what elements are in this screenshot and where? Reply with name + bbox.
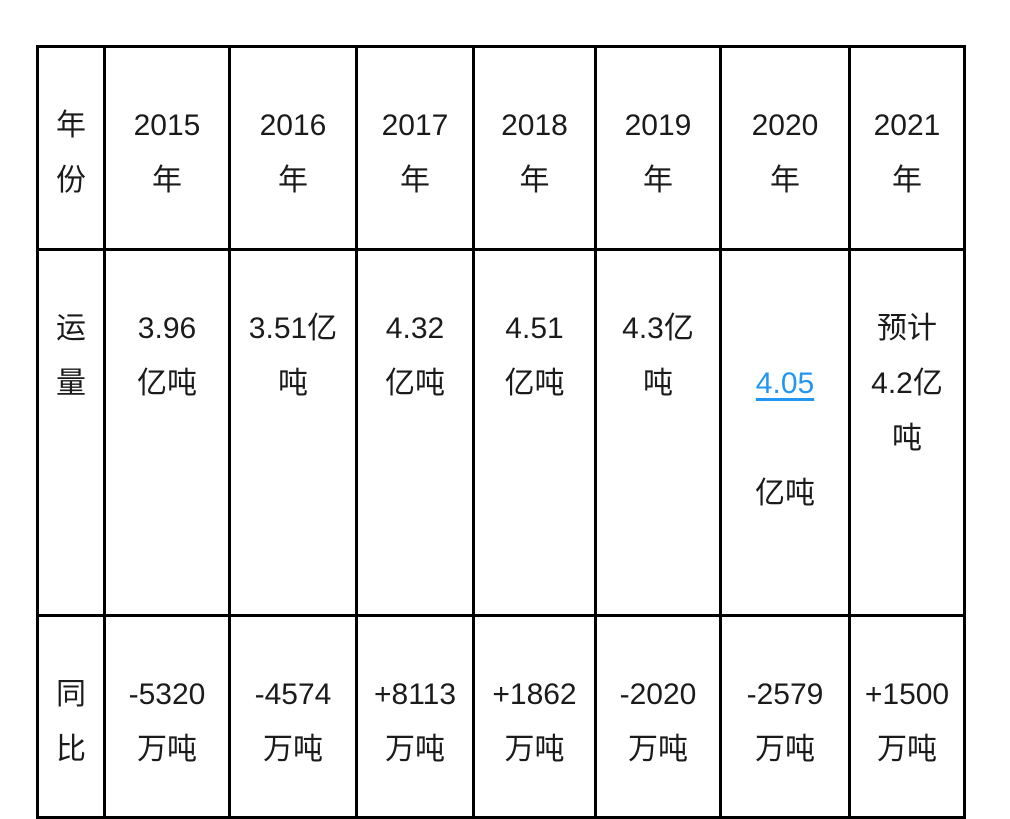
yoy-2015-cell: -5320 万吨	[103, 614, 231, 819]
year-2018-cell: 2018 年	[472, 45, 597, 251]
volume-2020-unit: 亿吨	[755, 477, 815, 510]
table-row-yoy: 同 比 -5320 万吨 -4574 万吨 +8113 万吨 +1862 万吨 …	[36, 614, 966, 819]
row-header-volume: 运 量	[36, 248, 106, 617]
year-2021-cell: 2021 年	[848, 45, 966, 251]
yoy-2017-cell: +8113 万吨	[355, 614, 475, 819]
row-header-year: 年 份	[36, 45, 106, 251]
yoy-2016-cell: -4574 万吨	[228, 614, 358, 819]
volume-2015-cell: 3.96 亿吨	[103, 248, 231, 617]
year-2016-cell: 2016 年	[228, 45, 358, 251]
year-2019-cell: 2019 年	[594, 45, 722, 251]
year-2020-cell: 2020 年	[719, 45, 851, 251]
volume-2021-cell: 预计 4.2亿 吨	[848, 248, 966, 617]
volume-2016-cell: 3.51亿 吨	[228, 248, 358, 617]
row-header-yoy: 同 比	[36, 614, 106, 819]
yoy-2019-cell: -2020 万吨	[594, 614, 722, 819]
volume-2017-cell: 4.32 亿吨	[355, 248, 475, 617]
table-row-volume: 运 量 3.96 亿吨 3.51亿 吨 4.32 亿吨 4.51 亿吨 4.3亿…	[36, 248, 966, 617]
year-2015-cell: 2015 年	[103, 45, 231, 251]
volume-2020-link[interactable]: 4.05	[755, 367, 815, 400]
year-2017-cell: 2017 年	[355, 45, 475, 251]
volume-2020-cell: 4.05 亿吨	[719, 248, 851, 617]
volume-2018-cell: 4.51 亿吨	[472, 248, 597, 617]
yoy-2021-cell: +1500 万吨	[848, 614, 966, 819]
yoy-2020-cell: -2579 万吨	[719, 614, 851, 819]
freight-volume-table: 年 份 2015 年 2016 年 2017 年 2018 年 2019 年 2…	[36, 45, 966, 819]
table-row-year: 年 份 2015 年 2016 年 2017 年 2018 年 2019 年 2…	[36, 45, 966, 251]
volume-2019-cell: 4.3亿 吨	[594, 248, 722, 617]
yoy-2018-cell: +1862 万吨	[472, 614, 597, 819]
